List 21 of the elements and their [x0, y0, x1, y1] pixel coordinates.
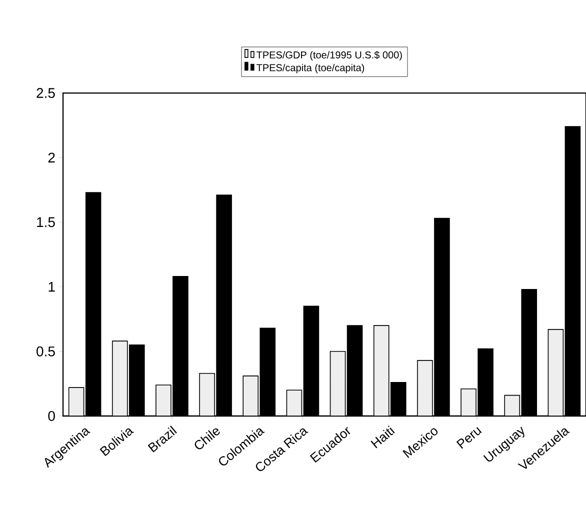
- x-tick-label: Chile: [194, 428, 220, 450]
- y-tick-label: 2.5: [36, 88, 55, 98]
- bar: [112, 340, 128, 416]
- bar: [199, 372, 215, 416]
- bar: [330, 350, 346, 416]
- legend-label: TPES/GDP (toe/1995 U.S.$ 000): [256, 50, 402, 60]
- x-tick-label: Peru: [456, 427, 482, 449]
- y-tick-label: 1.5: [37, 217, 55, 228]
- bar: [504, 394, 520, 416]
- bar: [242, 376, 259, 416]
- bar: [373, 325, 390, 416]
- bar: [68, 387, 84, 416]
- legend-label: TPES/capita (toe/capita): [256, 64, 364, 74]
- y-tick-label: 1: [48, 282, 55, 292]
- y-tick-label: 2: [48, 152, 55, 162]
- bar: [548, 329, 564, 416]
- y-tick-label: 0: [48, 411, 55, 421]
- bar: [417, 360, 433, 416]
- bar: [286, 390, 302, 416]
- y-tick-label: 0.5: [36, 346, 55, 356]
- bar: [156, 384, 171, 416]
